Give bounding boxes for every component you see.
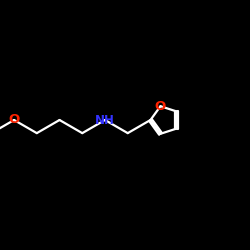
- Text: O: O: [155, 100, 166, 113]
- Text: NH: NH: [95, 114, 115, 126]
- Text: O: O: [8, 114, 20, 126]
